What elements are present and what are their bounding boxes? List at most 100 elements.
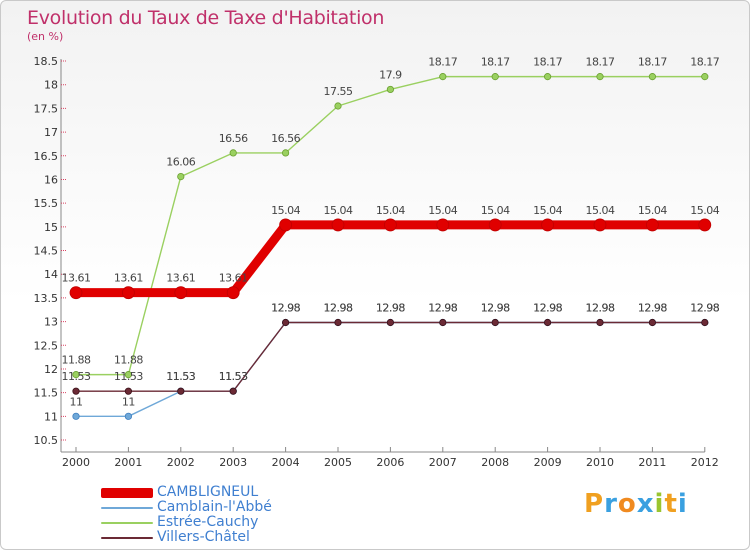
data-point <box>383 218 397 232</box>
data-label: 13.61 <box>219 272 248 285</box>
y-tick-label: 10.5 <box>34 434 59 447</box>
x-tick-label: 2012 <box>691 456 719 469</box>
data-label: 12.98 <box>586 302 615 315</box>
x-tick-label: 2011 <box>638 456 666 469</box>
x-tick-label: 2009 <box>534 456 562 469</box>
data-label: 12.98 <box>586 302 615 315</box>
data-label: 16.56 <box>219 132 248 145</box>
data-point <box>279 218 293 232</box>
data-point <box>124 371 133 379</box>
data-point <box>226 286 240 300</box>
legend-label: Camblain-l'Abbé <box>157 499 272 515</box>
data-label: 15.04 <box>324 204 353 217</box>
data-point <box>229 149 237 157</box>
y-tick-label: 14 <box>44 268 58 281</box>
data-label: 12.98 <box>638 302 667 315</box>
data-label: 18.17 <box>586 56 615 69</box>
legend-swatch <box>101 507 153 509</box>
data-label: 12.98 <box>533 302 562 315</box>
y-tick-label: 17 <box>44 126 58 139</box>
x-tick-label: 2002 <box>167 456 195 469</box>
logo-letter: P <box>584 489 605 519</box>
data-point <box>596 73 604 81</box>
data-point <box>177 387 185 395</box>
legend-label: Villers-Châtel <box>157 529 250 545</box>
y-tick-label: 16 <box>44 173 58 186</box>
x-tick-label: 2004 <box>272 456 300 469</box>
data-label: 11 <box>70 395 83 408</box>
data-label: 15.04 <box>481 204 510 217</box>
data-label: 12.98 <box>271 302 300 315</box>
data-label: 11.53 <box>219 370 248 383</box>
legend-label: CAMBLIGNEUL <box>157 484 259 500</box>
x-tick-label: 2001 <box>114 456 142 469</box>
data-label: 12.98 <box>324 302 353 315</box>
data-point <box>698 218 712 232</box>
data-point <box>281 149 290 157</box>
y-tick-label: 18 <box>44 79 58 92</box>
data-label: 11.53 <box>219 370 248 383</box>
unit-label: (en %) <box>27 30 64 43</box>
data-label: 12.98 <box>324 302 353 315</box>
data-label: 12.98 <box>428 302 457 315</box>
y-tick-label: 14.5 <box>34 245 59 258</box>
data-point <box>331 218 345 232</box>
data-label: 12.98 <box>376 302 405 315</box>
logo-letter: i <box>677 489 688 519</box>
data-label: 18.17 <box>428 56 457 69</box>
data-label: 11.88 <box>114 354 143 367</box>
data-label: 13.61 <box>62 272 91 285</box>
data-point <box>334 102 342 110</box>
logo-letter: x <box>636 489 655 519</box>
data-point <box>543 73 552 81</box>
legend-swatch <box>101 488 153 498</box>
data-label: 16.56 <box>271 132 300 145</box>
y-tick-label: 12.5 <box>34 339 59 352</box>
data-label: 11.53 <box>166 370 195 383</box>
data-point <box>177 172 185 181</box>
data-label: 15.04 <box>271 204 300 217</box>
data-label: 18.17 <box>481 56 510 69</box>
y-tick-label: 16.5 <box>34 150 59 163</box>
y-tick-label: 18.5 <box>34 55 59 68</box>
y-tick-label: 13 <box>44 316 58 329</box>
data-label: 15.04 <box>533 204 562 217</box>
legend-label: Estrée-Cauchy <box>157 514 259 530</box>
y-tick-label: 11 <box>44 410 58 423</box>
legend-swatch <box>101 522 153 524</box>
data-label: 18.17 <box>638 56 667 69</box>
data-point <box>386 85 394 94</box>
data-point <box>439 73 447 81</box>
data-label: 12.98 <box>481 302 510 315</box>
y-tick-label: 13.5 <box>34 292 59 305</box>
data-label: 11.88 <box>62 354 91 367</box>
data-point <box>701 318 709 327</box>
data-label: 15.04 <box>376 204 405 217</box>
y-tick-label: 15 <box>44 221 58 234</box>
data-point <box>648 318 657 327</box>
logo-letter: r <box>604 489 618 519</box>
data-point <box>69 286 83 300</box>
data-label: 11.53 <box>114 370 143 383</box>
legend-swatch <box>101 537 153 539</box>
data-label: 12.98 <box>271 302 300 315</box>
data-point <box>72 387 80 395</box>
data-point <box>334 318 342 327</box>
data-label: 15.04 <box>428 204 457 217</box>
data-point <box>701 73 709 81</box>
data-point <box>122 286 135 300</box>
data-point <box>593 218 607 232</box>
x-tick-label: 2010 <box>586 456 614 469</box>
data-point <box>436 218 450 232</box>
y-tick-label: 15.5 <box>34 197 59 210</box>
data-point <box>541 218 554 232</box>
data-label: 12.98 <box>690 302 719 315</box>
data-point <box>648 73 657 81</box>
logo-letter: t <box>664 489 678 519</box>
y-tick-label: 17.5 <box>34 102 59 115</box>
chart-title: Evolution du Taux de Taxe d'Habitation <box>27 7 385 29</box>
data-label: 12.98 <box>428 302 457 315</box>
data-label: 11.53 <box>166 370 195 383</box>
data-label: 16.06 <box>166 156 195 169</box>
